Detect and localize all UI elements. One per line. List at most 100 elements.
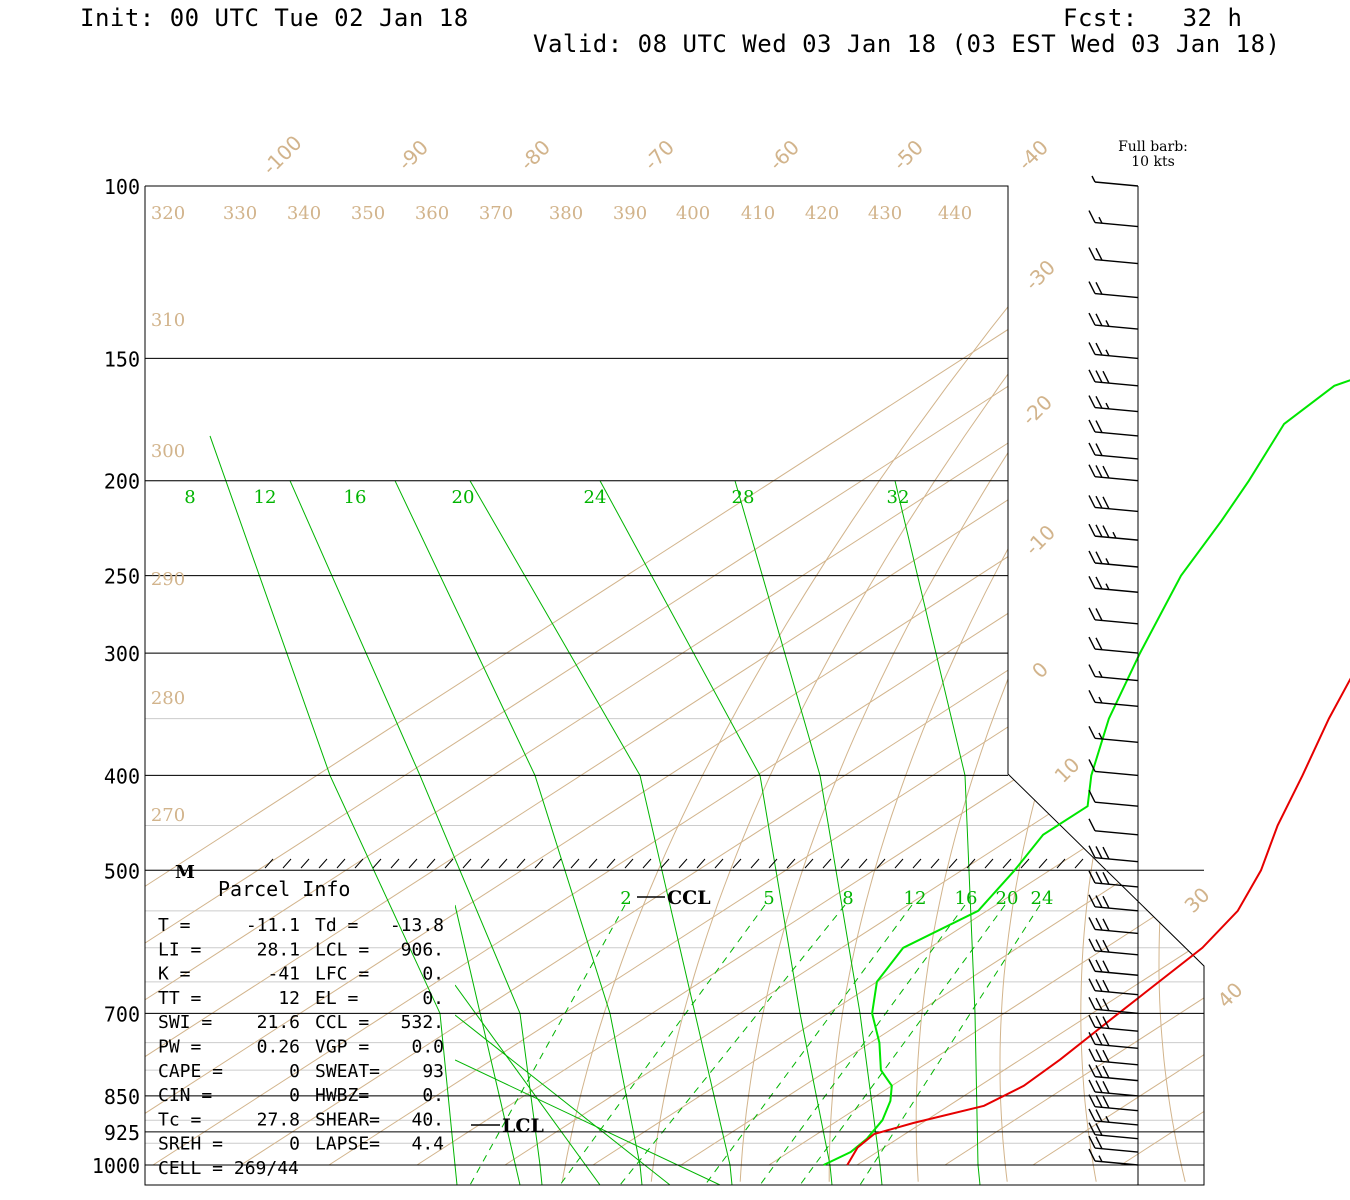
barb-staff [1094,1075,1139,1082]
wind-barb [1088,997,1139,1015]
dry-adiabat-line [828,186,1204,1182]
barb-staff [1094,1133,1139,1140]
barb-staff [1094,928,1139,935]
barb-staff [1094,535,1139,541]
wind-barb [1088,442,1139,460]
barb-staff [1094,1091,1139,1097]
parcel-right-value: 93 [422,1061,444,1082]
parcel-left-label: T = [158,915,191,936]
dry-adiabat-line [561,186,1107,1182]
barb-flag [1088,247,1096,260]
theta-label: 440 [938,203,972,224]
parcel-left-label: CAPE = [158,1061,223,1082]
barb-flag [1088,1135,1096,1149]
barb-flag [1102,370,1110,384]
barb-flag [1088,664,1096,677]
wind-barb [1088,575,1139,593]
theta-label: 360 [415,203,449,224]
barb-staff [1094,1008,1139,1015]
barb-flag [1088,725,1096,739]
moist-adiabat-line [455,984,601,1185]
hatch-mark [1074,858,1084,869]
barb-flag [1102,465,1110,479]
wind-barb [1088,894,1139,912]
hatch-mark [1056,858,1066,869]
barb-flag [1088,1079,1096,1093]
hatch-mark [642,858,652,869]
wind-barb [1088,870,1139,888]
theta-label: 300 [151,441,185,462]
moist-adiabat-line [469,480,733,1185]
isotherm-label: 10 [1050,753,1085,788]
mixing-ratio-line [759,904,966,1185]
barb-flag [1102,846,1110,860]
barb-flag [1095,1015,1103,1029]
pressure-label: 200 [104,470,140,494]
parcel-right-label: VGP = [315,1037,369,1058]
isotherm-label: 40 [1213,978,1248,1013]
barb-flag [1102,1049,1110,1063]
mixing-ratio-label: 20 [996,888,1019,909]
parcel-left-value: 28.1 [257,939,300,960]
barb-flag [1088,845,1096,859]
isotherm-label: 30 [1180,883,1215,918]
barb-flag [1102,939,1110,953]
barb-flag [1095,1109,1103,1122]
moist-adiabat-line [599,480,833,1185]
barb-flag [1095,443,1103,456]
barb-flag [1105,320,1110,327]
barb-flag [1088,870,1096,884]
hatch-mark [426,858,436,869]
barb-flag [1102,1095,1110,1109]
isotherm-line [592,186,1204,1166]
barb-flag [1088,523,1096,537]
dry-adiabat-line [739,186,1198,1182]
parcel-left-value: -11.1 [246,915,300,936]
dry-adiabat-line [1080,186,1204,1182]
dry-adiabat-line [1158,186,1204,1182]
barb-flag [1095,997,1103,1011]
pressure-label: 1000 [92,1154,140,1178]
barb-flag [1105,349,1110,357]
parcel-left-value: 12 [278,988,300,1009]
hatch-mark [624,858,634,869]
barb-legend-line1: Full barb: [1118,139,1188,155]
barb-staff [1094,406,1139,413]
parcel-right-label: EL = [315,988,359,1009]
theta-label: 390 [613,203,647,224]
wind-barb [1088,281,1139,299]
parcel-right-value: 40. [411,1109,444,1130]
barb-staff [1094,181,1139,187]
barb-flag [1095,939,1103,952]
isotherm-line [240,186,1204,1166]
parcel-right-value: -13.8 [390,915,444,936]
barb-staff [1094,506,1139,513]
barb-flag [1088,607,1096,621]
wind-barb [1088,523,1139,541]
wind-barb [1088,419,1139,437]
barb-staff [1094,801,1139,807]
barb-flag [1088,938,1096,952]
wind-barb [1088,1064,1139,1082]
wind-barb [1088,342,1139,360]
theta-label: 380 [549,203,583,224]
wind-barb [1088,1135,1139,1153]
barb-staff [1094,587,1139,593]
barb-staff [1094,1043,1139,1050]
barb-flag [1088,1064,1096,1077]
pressure-label: 925 [104,1121,140,1145]
isotherm-line [856,186,1204,1166]
barb-staff [1094,970,1139,976]
barb-flag [1095,895,1103,908]
hatch-mark [858,858,868,869]
hatch-mark [570,858,580,869]
parcel-left-label: PW = [158,1037,202,1058]
hatch-mark [660,858,670,869]
wind-barb [1088,607,1139,625]
mixing-ratio-label: 2 [620,888,631,909]
barb-flag [1088,636,1096,650]
barb-flag [1095,637,1103,651]
hatch-mark [444,858,454,869]
parcel-right-value: 0.0 [411,1037,444,1058]
dry-adiabat-line [650,186,1153,1182]
